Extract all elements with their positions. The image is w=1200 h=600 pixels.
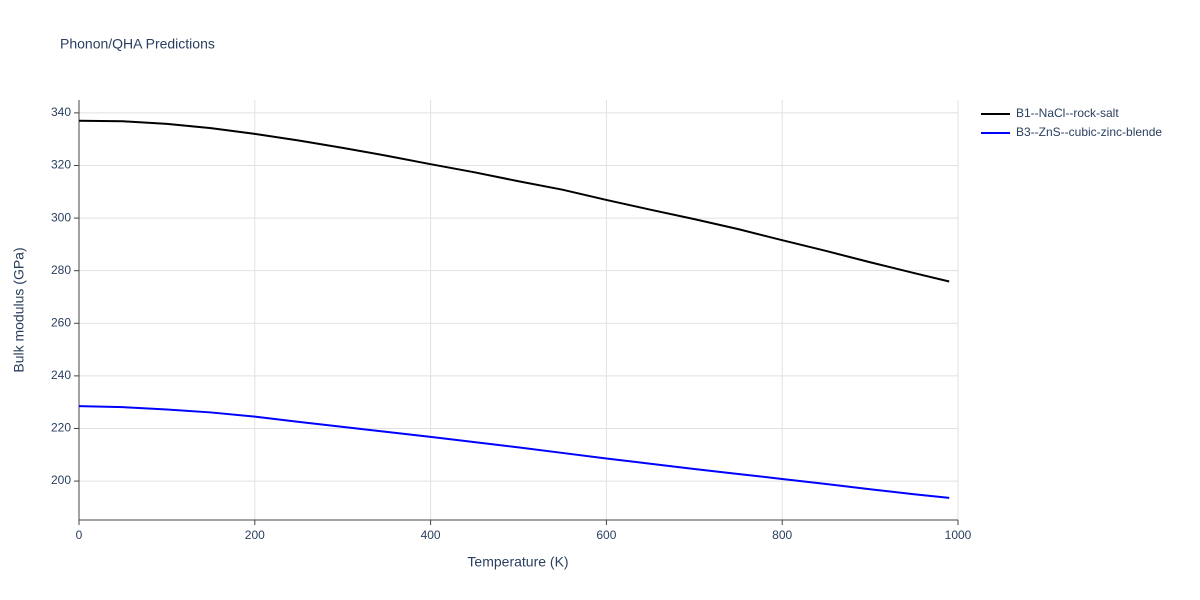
x-tick-label: 1000 [945, 528, 972, 542]
y-tick-label: 200 [51, 473, 71, 487]
line-series [78, 405, 950, 499]
y-tick-label: 320 [51, 158, 71, 172]
x-tick-label: 200 [245, 528, 265, 542]
y-axis-label: Bulk modulus (GPa) [11, 247, 27, 372]
y-tick-label: 300 [51, 210, 71, 224]
x-axis-label: Temperature (K) [467, 554, 568, 570]
y-tick-label: 240 [51, 368, 71, 382]
y-tick-label: 280 [51, 263, 71, 277]
x-tick-label: 800 [772, 528, 792, 542]
y-tick-label: 340 [51, 105, 71, 119]
x-tick-label: 0 [76, 528, 83, 542]
x-tick-label: 600 [596, 528, 616, 542]
legend-label: B1--NaCl--rock-salt [1016, 106, 1119, 120]
y-tick-label: 260 [51, 315, 71, 329]
legend-label: B3--ZnS--cubic-zinc-blende [1016, 125, 1162, 139]
y-tick-label: 220 [51, 421, 71, 435]
line-series [78, 119, 950, 283]
x-tick-label: 400 [421, 528, 441, 542]
chart-title: Phonon/QHA Predictions [60, 36, 215, 52]
